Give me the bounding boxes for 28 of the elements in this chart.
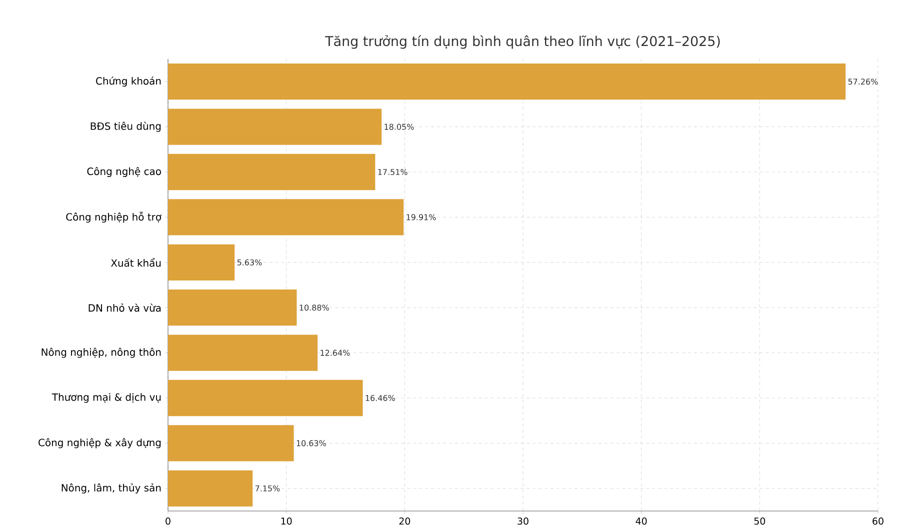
y-tick-label: Nông, lâm, thủy sản — [62, 483, 161, 494]
y-tick-label: Xuất khẩu — [110, 258, 161, 267]
bar — [168, 244, 235, 280]
x-tick-label: 30 — [518, 518, 528, 525]
y-tick-label: DN nhỏ và vừa — [88, 303, 161, 312]
bar — [168, 470, 253, 506]
x-tick-label: 10 — [281, 518, 292, 525]
bar — [168, 290, 297, 326]
bar — [168, 108, 382, 145]
x-tick-label: 20 — [399, 518, 410, 525]
y-tick-label: Công nghiệp & xây dựng — [38, 438, 161, 448]
bar — [168, 425, 294, 462]
y-tick-label: Công nghệ cao — [87, 166, 161, 178]
bar — [168, 64, 846, 100]
x-tick-label: 50 — [754, 518, 766, 525]
y-tick-label: Chứng khoán — [96, 76, 161, 87]
y-tick-label: Thương mại & dịch vụ — [52, 393, 161, 403]
x-tick-label: 40 — [636, 518, 647, 525]
bar — [168, 199, 404, 236]
x-tick-label: 60 — [872, 518, 884, 525]
x-tick-label: 0 — [166, 518, 170, 525]
y-tick-label: Công nghiệp hỗ trợ — [66, 212, 162, 223]
bar — [168, 380, 363, 416]
y-tick-label: BĐS tiêu dùng — [90, 122, 161, 132]
bar — [168, 154, 376, 190]
chart-title: Tăng trưởng tín dụng bình quân theo lĩnh vực (2021–2025) — [325, 35, 720, 49]
bar — [168, 334, 318, 371]
y-tick-label: Nông nghiệp, nông thôn — [42, 348, 161, 358]
